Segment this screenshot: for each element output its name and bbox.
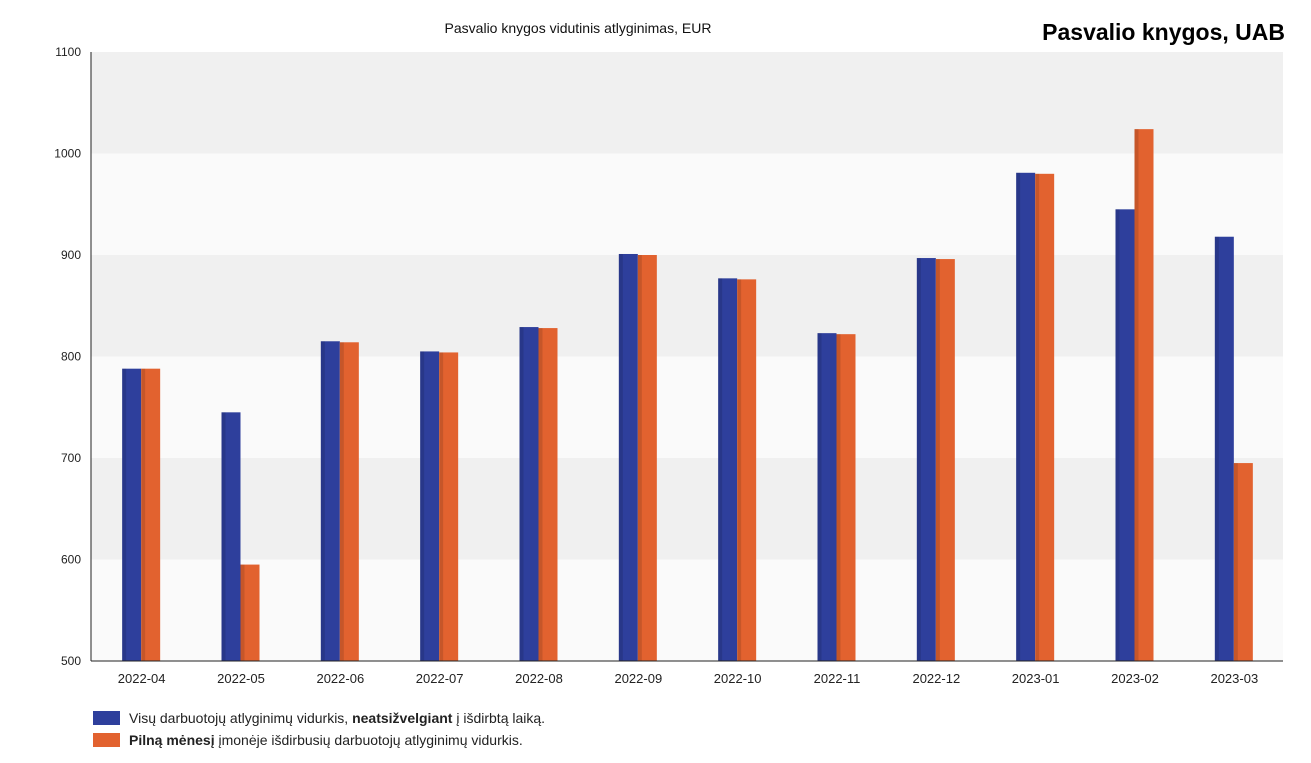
bar-shade [916, 258, 921, 661]
y-tick-label: 500 [61, 654, 81, 668]
x-tick-label: 2022-11 [814, 671, 861, 686]
company-name: Pasvalio knygos, UAB [1042, 19, 1285, 45]
bar-shade [1214, 236, 1219, 662]
bar-shade [737, 279, 742, 661]
bar-shade [339, 342, 344, 661]
bar-shade [1115, 209, 1120, 661]
bar-full-month [935, 259, 955, 661]
bar-all-employees [1214, 236, 1234, 662]
x-tick-label: 2022-09 [614, 671, 662, 686]
legend-item-full-month: Pilną mėnesį įmonėje išdirbusių darbuoto… [93, 729, 545, 751]
y-tick-label: 1000 [54, 147, 81, 161]
bar-all-employees [221, 412, 241, 661]
bar-all-employees [817, 333, 837, 661]
chart-grid-bands [91, 52, 1283, 661]
bar-shade [637, 255, 642, 661]
bar-shade [618, 253, 623, 662]
y-axis-ticks: 500 600 700 800 900 1000 1100 [54, 45, 81, 668]
legend-swatch-orange [93, 733, 120, 747]
y-tick-label: 800 [61, 350, 81, 364]
bar-all-employees [916, 258, 936, 661]
bar-shade [519, 327, 524, 661]
bar-full-month [836, 334, 856, 661]
bar-shade [320, 341, 325, 661]
bar-all-employees [420, 351, 440, 661]
x-tick-label: 2022-08 [515, 671, 563, 686]
bar-shade [439, 352, 444, 661]
bar-shade [141, 368, 146, 661]
legend-label-1: Visų darbuotojų atlyginimų vidurkis, nea… [129, 710, 546, 726]
x-tick-label: 2022-10 [714, 671, 762, 686]
bar-all-employees [519, 327, 539, 661]
legend-label-2: Pilną mėnesį įmonėje išdirbusių darbuoto… [129, 732, 523, 748]
chart-legend: Visų darbuotojų atlyginimų vidurkis, nea… [93, 707, 545, 751]
bar-all-employees [718, 278, 738, 661]
bar-shade [836, 334, 841, 661]
bar-shade [1016, 172, 1021, 661]
bar-all-employees [320, 341, 340, 661]
bar-full-month [339, 342, 359, 661]
x-tick-label: 2022-05 [217, 671, 265, 686]
bar-shade [817, 333, 822, 661]
bar-full-month [637, 255, 657, 661]
legend-swatch-blue [93, 711, 120, 725]
bar-shade [1134, 129, 1139, 661]
bar-all-employees [1016, 172, 1036, 661]
y-tick-label: 1100 [55, 45, 81, 59]
bar-full-month [538, 328, 558, 661]
y-tick-label: 700 [61, 451, 81, 465]
y-tick-label: 600 [61, 553, 81, 567]
grid-band [91, 52, 1283, 154]
grid-band [91, 559, 1283, 661]
x-axis-ticks: 2022-04 2022-05 2022-06 2022-07 2022-08 2022-… [118, 671, 1258, 686]
grid-band [91, 356, 1283, 458]
bar-full-month [240, 564, 260, 661]
bar-all-employees [1115, 209, 1135, 661]
x-tick-label: 2022-04 [118, 671, 166, 686]
legend-item-all-employees: Visų darbuotojų atlyginimų vidurkis, nea… [93, 707, 545, 729]
bar-shade [538, 328, 543, 661]
bar-full-month [141, 368, 161, 661]
bar-shade [935, 259, 940, 661]
x-tick-label: 2023-02 [1111, 671, 1159, 686]
x-tick-label: 2022-12 [912, 671, 960, 686]
bar-shade [1233, 463, 1238, 661]
bar-full-month [737, 279, 757, 661]
x-tick-label: 2023-01 [1012, 671, 1060, 686]
grid-band [91, 153, 1283, 255]
bar-shade [420, 351, 425, 661]
bar-full-month [1035, 173, 1055, 662]
grid-band [91, 255, 1283, 357]
bar-shade [240, 564, 245, 661]
bar-shade [122, 368, 127, 661]
chart-title: Pasvalio knygos vidutinis atlyginimas, E… [445, 20, 712, 36]
bar-full-month [1134, 129, 1154, 661]
bar-series [122, 129, 1253, 662]
bar-all-employees [122, 368, 142, 661]
bar-shade [1035, 173, 1040, 662]
x-tick-label: 2023-03 [1210, 671, 1258, 686]
grid-band [91, 458, 1283, 560]
x-tick-label: 2022-07 [416, 671, 464, 686]
bar-all-employees [618, 253, 638, 662]
bar-full-month [1233, 463, 1253, 661]
bar-shade [718, 278, 723, 661]
x-tick-label: 2022-06 [316, 671, 364, 686]
bar-full-month [439, 352, 459, 661]
y-tick-label: 900 [61, 248, 81, 262]
bar-shade [221, 412, 226, 661]
